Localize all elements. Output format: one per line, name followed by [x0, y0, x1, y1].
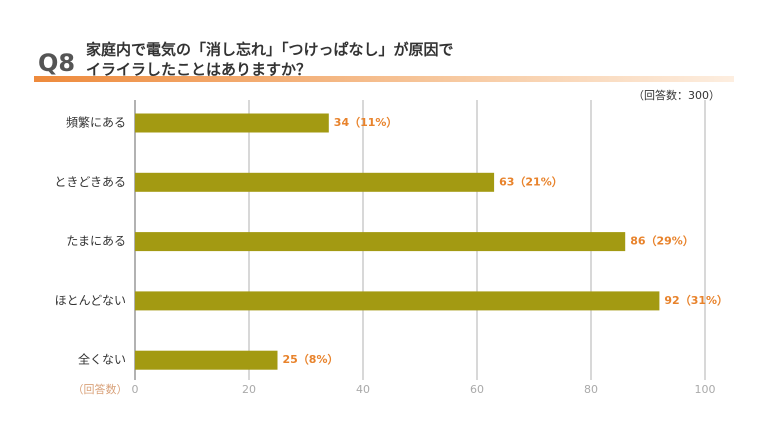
x-tick-label: 60: [470, 383, 484, 396]
value-label: 92（31%）: [664, 294, 728, 307]
x-tick-label: 40: [356, 383, 370, 396]
note: （回答数：300）: [633, 88, 720, 102]
question-number: Q8: [38, 49, 75, 77]
y-tick-label: 全くない: [78, 352, 126, 367]
bar: [135, 232, 626, 252]
y-tick-label: 頻繁にある: [66, 115, 126, 130]
value-label: 25（8%）: [283, 353, 339, 366]
y-tick-label: たまにある: [66, 234, 126, 248]
value-label: 86（29%）: [630, 235, 694, 248]
x-tick-label: 0: [132, 383, 139, 396]
y-tick-label: ときどきある: [54, 175, 126, 189]
value-label: 63（21%）: [499, 175, 563, 188]
bar: [135, 291, 660, 311]
bar: [135, 172, 495, 192]
header-rule: [34, 76, 734, 82]
x-tick-label: 100: [695, 383, 716, 396]
title-line: イライラしたことはありますか？: [86, 61, 311, 79]
title-line: 家庭内で電気の「消し忘れ」「つけっぱなし」が原因で: [86, 41, 454, 59]
x-tick-label: 80: [584, 383, 598, 396]
bar: [135, 350, 278, 370]
value-label: 34（11%）: [334, 116, 398, 129]
y-tick-label: ほとんどない: [55, 293, 126, 307]
x-axis-label: （回答数）: [73, 382, 128, 396]
x-tick-label: 20: [242, 383, 256, 396]
bar: [135, 113, 329, 133]
